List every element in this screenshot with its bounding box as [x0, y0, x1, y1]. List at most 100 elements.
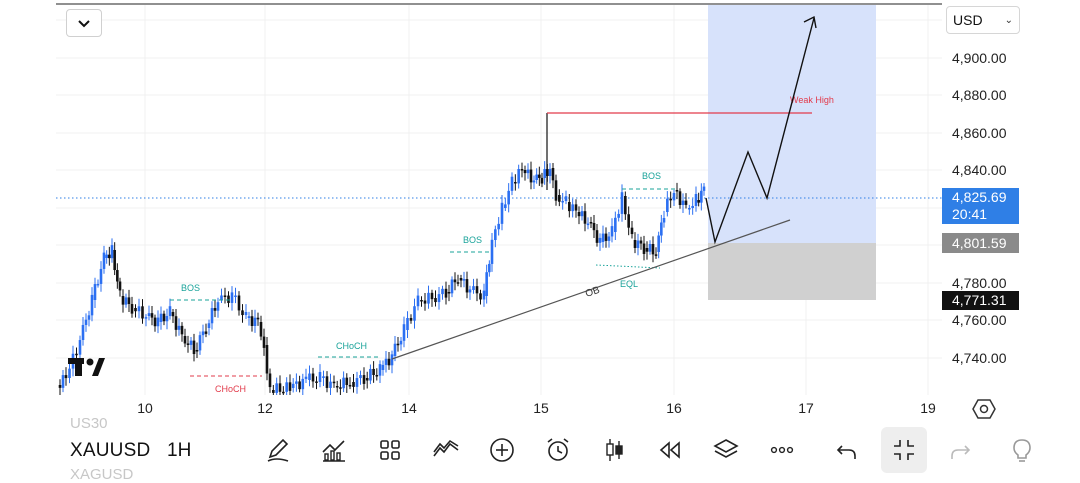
candle-body — [396, 343, 400, 346]
settings-gear-icon[interactable] — [972, 398, 996, 420]
candle-body — [278, 383, 282, 392]
candle-body — [318, 372, 322, 382]
undo-button[interactable] — [831, 434, 863, 466]
candle-body — [68, 368, 71, 378]
redo-button[interactable] — [944, 434, 976, 466]
candle-body — [304, 376, 308, 379]
minimize-button[interactable] — [881, 427, 927, 473]
candle-body — [339, 387, 342, 389]
candle-body — [355, 378, 359, 387]
candle-body — [592, 222, 596, 231]
symbol-scroll-next[interactable]: XAGUSD — [70, 466, 134, 483]
candle-body — [153, 317, 157, 327]
trendline[interactable] — [391, 219, 791, 360]
candle-body — [500, 202, 504, 224]
layouts-button[interactable] — [374, 434, 406, 466]
candle-body — [614, 217, 617, 232]
symbol-scroll-prev[interactable]: US30 — [70, 415, 108, 432]
ideas-button[interactable] — [1006, 434, 1038, 466]
indicators-button[interactable] — [318, 434, 350, 466]
candle-body — [453, 279, 457, 283]
price-tick: 4,760.00 — [952, 312, 1007, 328]
candle-body — [325, 376, 329, 388]
candle-body — [459, 278, 463, 281]
replay-icon — [659, 441, 680, 459]
candle-body — [688, 207, 691, 210]
candle-body — [684, 200, 688, 205]
candle-body — [259, 322, 263, 337]
candle-body — [201, 331, 205, 336]
add-button[interactable] — [486, 434, 518, 466]
time-axis: 10 12 14 15 16 17 19 — [137, 400, 936, 416]
candle-body — [675, 190, 679, 192]
projection-path[interactable] — [705, 17, 815, 245]
collapse-toolbar-button[interactable] — [66, 9, 102, 37]
candle-body — [485, 272, 488, 296]
time-tick: 12 — [257, 400, 273, 416]
candle-body — [162, 313, 166, 322]
candle-body — [180, 325, 184, 335]
chart-type-button[interactable] — [598, 434, 630, 466]
more-button[interactable] — [766, 434, 798, 466]
candle-body — [607, 236, 611, 241]
time-tick: 15 — [533, 400, 549, 416]
candle-body — [127, 297, 131, 305]
candle-body — [168, 306, 172, 317]
candle-body — [230, 292, 234, 303]
candle-body — [365, 378, 369, 381]
candle-body — [494, 229, 497, 240]
patterns-button[interactable] — [430, 434, 462, 466]
lightbulb-icon — [1013, 439, 1031, 462]
more-icon — [770, 446, 794, 454]
candle-body — [262, 336, 266, 348]
candle-body — [504, 204, 507, 208]
pencil-icon — [267, 438, 289, 462]
candle-body — [285, 382, 288, 392]
candle-body — [171, 312, 175, 317]
candle-body — [244, 312, 248, 316]
candle-body — [275, 383, 278, 393]
interval-button[interactable]: 1H — [167, 440, 192, 461]
candle-body — [124, 297, 128, 305]
candle-body — [441, 288, 444, 295]
candle-body — [660, 222, 663, 236]
candle-body — [332, 381, 336, 384]
candle-body — [490, 239, 494, 264]
time-tick: 14 — [401, 400, 417, 416]
candle-body — [207, 323, 211, 328]
candle-body — [416, 295, 420, 307]
candle-body — [532, 180, 536, 183]
currency-select[interactable]: USD ⌄ — [946, 6, 1020, 34]
replay-button[interactable] — [654, 434, 686, 466]
candle-body — [583, 211, 587, 224]
layouts-icon — [380, 440, 400, 460]
candle-body — [554, 180, 558, 201]
price-tick: 4,880.00 — [952, 87, 1007, 103]
candle-body — [121, 296, 125, 305]
bos-label-2: BOS — [463, 235, 482, 245]
bar-countdown: 20:41 — [952, 206, 988, 222]
chevron-down-icon — [78, 19, 90, 27]
time-tick: 16 — [666, 400, 682, 416]
candle-body — [141, 306, 144, 319]
drawing-tool-button[interactable] — [262, 434, 294, 466]
candle-body — [359, 375, 362, 379]
add-icon — [490, 438, 514, 462]
candle-body — [648, 244, 652, 252]
alert-button[interactable] — [542, 434, 574, 466]
candle-body — [210, 308, 214, 324]
candle-body — [352, 382, 355, 387]
candle-body — [384, 358, 388, 365]
candle-body — [642, 243, 646, 254]
symbol-button[interactable]: XAUUSD — [70, 440, 151, 461]
bos-label-3: BOS — [642, 171, 661, 181]
layers-button[interactable] — [710, 434, 742, 466]
candle-body — [308, 373, 311, 380]
candle-body — [272, 390, 275, 393]
long-stop-zone[interactable] — [708, 243, 876, 300]
price-tick: 4,900.00 — [952, 50, 1007, 66]
tradingview-logo — [68, 358, 105, 376]
candle-body — [329, 381, 332, 388]
long-target-zone[interactable] — [708, 5, 876, 243]
